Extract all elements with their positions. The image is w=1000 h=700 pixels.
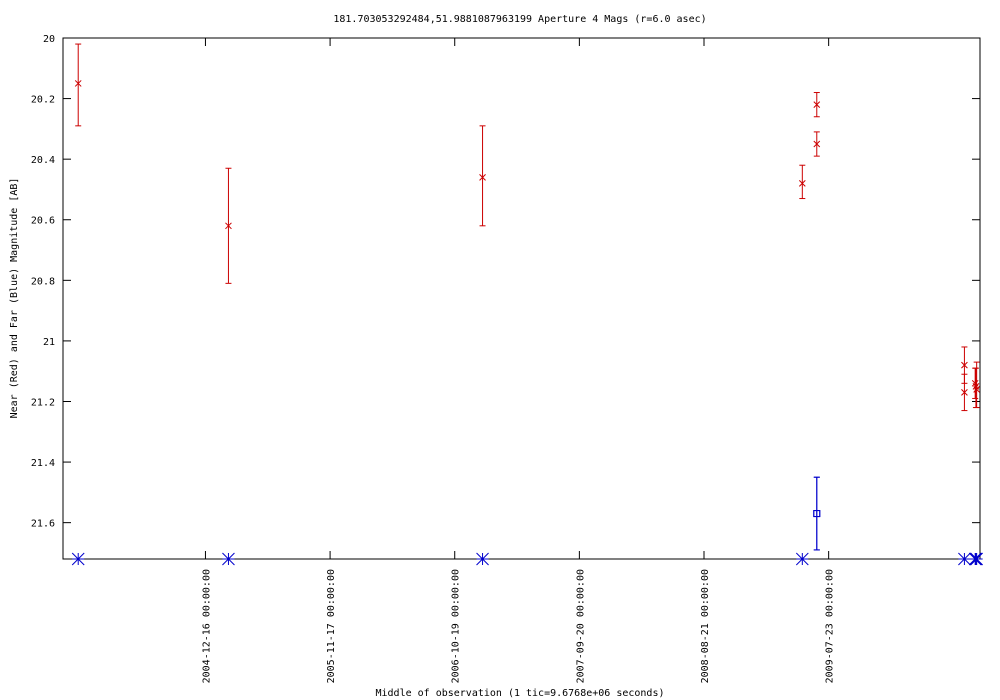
data-point [813, 140, 821, 148]
data-point [973, 386, 981, 393]
data-point [961, 389, 968, 396]
axis-marker [476, 552, 489, 566]
axis-marker [222, 552, 235, 566]
y-axis-label: Near (Red) and Far (Blue) Magnitude [AB] [9, 178, 20, 419]
data-point [813, 510, 821, 518]
x-tick-label: 2008-08-21 00:00:00 [700, 569, 711, 683]
plot-frame [62, 37, 981, 560]
data-point [479, 173, 486, 181]
data-point [74, 80, 82, 87]
series-1 [813, 476, 821, 551]
axis-marker [970, 552, 984, 566]
data-point [961, 361, 968, 369]
y-tick-label: 21 [43, 337, 55, 348]
x-tick-label: 2005-11-17 00:00:00 [326, 569, 337, 683]
y-tick-label: 20.6 [31, 216, 55, 227]
axis-marker [71, 552, 85, 566]
x-tick-label: 2007-09-20 00:00:00 [575, 569, 586, 683]
chart-title: 181.703053292484,51.9881087963199 Apertu… [333, 14, 706, 25]
data-point [971, 379, 979, 387]
series-0 [74, 43, 981, 412]
data-point [972, 382, 980, 390]
x-tick-label: 2004-12-16 00:00:00 [201, 569, 212, 683]
data-point [813, 101, 821, 108]
series-2 [71, 552, 984, 566]
y-tick-label: 20.8 [31, 276, 55, 287]
data-marks [71, 43, 984, 566]
axis-marker [958, 552, 971, 566]
data-point [798, 180, 806, 187]
axis-marker [795, 552, 809, 566]
y-tick-label: 20 [43, 34, 55, 45]
y-tick-label: 21.2 [31, 397, 55, 408]
data-point [225, 222, 232, 230]
y-tick-label: 20.2 [31, 95, 55, 106]
y-tick-label: 21.4 [31, 458, 55, 469]
y-axis-ticks: 20 20.2 20.4 20.6 20.8 21 21.2 21.4 21.6 [31, 34, 980, 530]
x-axis-label: Middle of observation (1 tic=9.6768e+06 … [376, 688, 665, 699]
x-tick-label: 2006-10-19 00:00:00 [451, 569, 462, 683]
y-tick-label: 20.4 [31, 155, 55, 166]
x-tick-label: 2009-07-23 00:00:00 [825, 569, 836, 683]
x-axis-ticks: 2004-12-16 00:00:00 2005-11-17 00:00:00 20… [201, 38, 836, 683]
y-tick-label: 21.6 [31, 519, 55, 530]
